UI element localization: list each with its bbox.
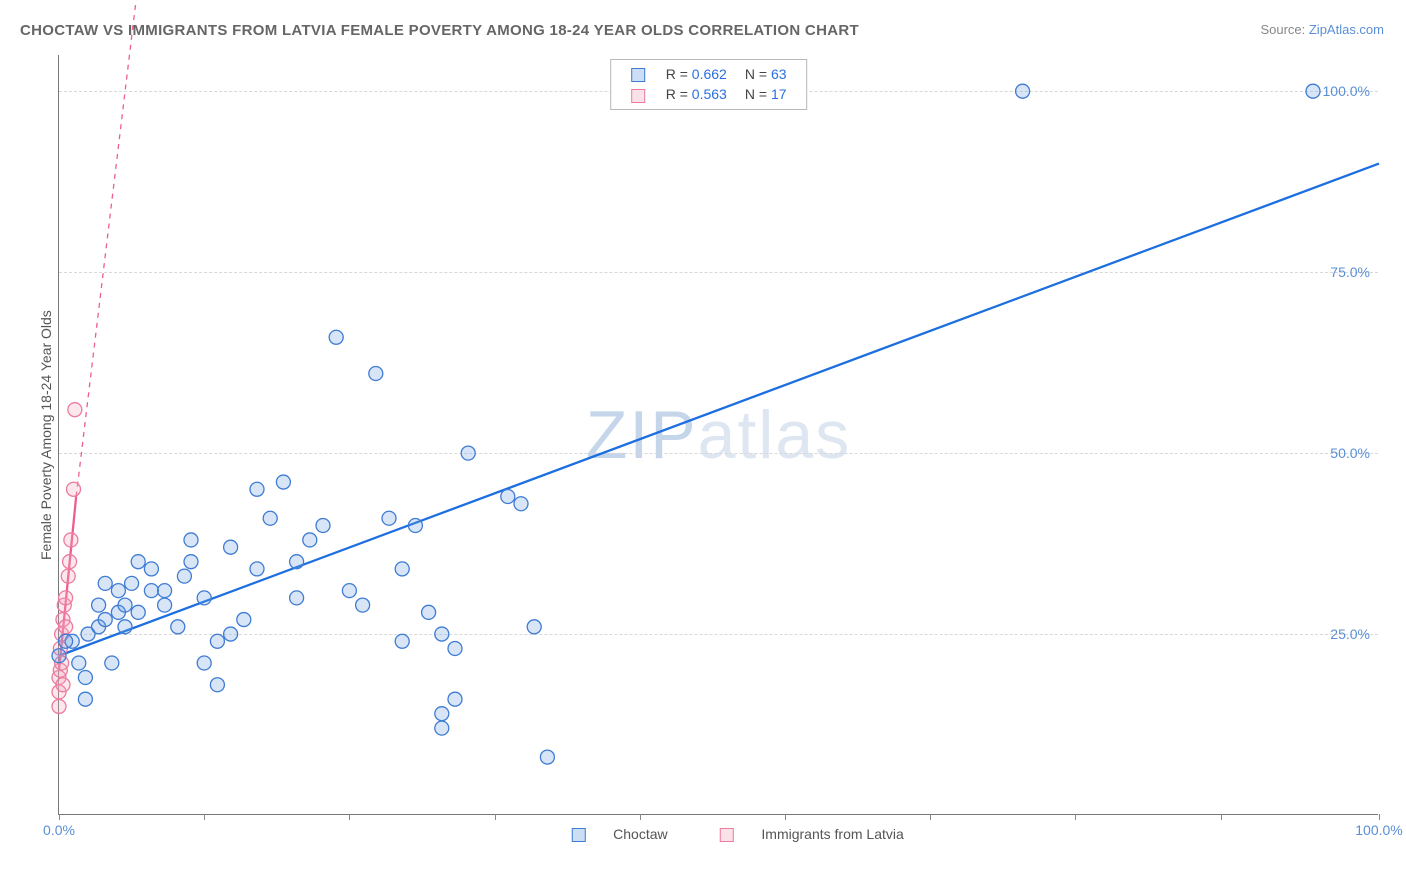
- x-tick: [495, 814, 496, 820]
- data-point: [527, 620, 541, 634]
- data-point: [92, 598, 106, 612]
- x-tick: [1379, 814, 1380, 820]
- data-point: [382, 511, 396, 525]
- legend-item-choctaw: Choctaw: [559, 826, 679, 842]
- data-point: [540, 750, 554, 764]
- x-tick-label: 0.0%: [43, 822, 75, 838]
- data-point: [448, 692, 462, 706]
- x-tick: [1221, 814, 1222, 820]
- data-point: [52, 699, 66, 713]
- data-point: [59, 634, 73, 648]
- x-tick: [785, 814, 786, 820]
- x-tick-label: 100.0%: [1355, 822, 1402, 838]
- x-tick: [349, 814, 350, 820]
- source-attribution: Source: ZipAtlas.com: [1260, 22, 1384, 37]
- data-point: [118, 598, 132, 612]
- data-point: [158, 584, 172, 598]
- data-point: [290, 591, 304, 605]
- data-point: [105, 656, 119, 670]
- data-point: [98, 613, 112, 627]
- data-point: [448, 642, 462, 656]
- data-point: [461, 446, 475, 460]
- data-point: [144, 562, 158, 576]
- data-point: [224, 540, 238, 554]
- data-point: [408, 518, 422, 532]
- data-point: [59, 620, 73, 634]
- x-tick: [640, 814, 641, 820]
- data-point: [118, 620, 132, 634]
- swatch-choctaw-2: [571, 828, 585, 842]
- data-point: [61, 569, 75, 583]
- data-point: [144, 584, 158, 598]
- data-point: [68, 403, 82, 417]
- data-point: [158, 598, 172, 612]
- data-point: [290, 555, 304, 569]
- y-axis-label: Female Poverty Among 18-24 Year Olds: [38, 310, 54, 560]
- data-point: [501, 490, 515, 504]
- data-point: [197, 591, 211, 605]
- data-point: [184, 533, 198, 547]
- data-point: [131, 555, 145, 569]
- series-legend: Choctaw Immigrants from Latvia: [547, 826, 928, 842]
- data-point: [395, 634, 409, 648]
- data-point: [52, 649, 66, 663]
- data-point: [1016, 84, 1030, 98]
- data-point: [59, 591, 73, 605]
- data-point: [369, 366, 383, 380]
- data-point: [56, 678, 70, 692]
- data-point: [435, 721, 449, 735]
- data-point: [303, 533, 317, 547]
- data-point: [395, 562, 409, 576]
- data-point: [250, 482, 264, 496]
- data-point: [514, 497, 528, 511]
- data-point: [422, 605, 436, 619]
- data-point: [131, 605, 145, 619]
- data-point: [329, 330, 343, 344]
- source-prefix: Source:: [1260, 22, 1308, 37]
- data-point: [177, 569, 191, 583]
- source-link[interactable]: ZipAtlas.com: [1309, 22, 1384, 37]
- x-tick: [59, 814, 60, 820]
- swatch-latvia-2: [720, 828, 734, 842]
- data-point: [250, 562, 264, 576]
- data-point: [435, 627, 449, 641]
- x-tick: [1075, 814, 1076, 820]
- data-point: [171, 620, 185, 634]
- chart-title: CHOCTAW VS IMMIGRANTS FROM LATVIA FEMALE…: [20, 22, 859, 39]
- scatter-svg: [59, 55, 1378, 814]
- x-tick: [204, 814, 205, 820]
- data-point: [111, 584, 125, 598]
- data-point: [125, 576, 139, 590]
- trend-line: [76, 0, 138, 497]
- data-point: [210, 678, 224, 692]
- data-point: [210, 634, 224, 648]
- data-point: [276, 475, 290, 489]
- data-point: [184, 555, 198, 569]
- trend-line: [59, 164, 1379, 656]
- data-point: [197, 656, 211, 670]
- data-point: [224, 627, 238, 641]
- x-tick: [930, 814, 931, 820]
- legend-item-latvia: Immigrants from Latvia: [708, 826, 916, 842]
- data-point: [78, 670, 92, 684]
- data-point: [263, 511, 277, 525]
- data-point: [435, 707, 449, 721]
- data-point: [237, 613, 251, 627]
- plot-area: ZIPatlas 25.0%50.0%75.0%100.0% 0.0%100.0…: [58, 55, 1378, 815]
- data-point: [78, 692, 92, 706]
- data-point: [98, 576, 112, 590]
- data-point: [316, 518, 330, 532]
- data-point: [1306, 84, 1320, 98]
- data-point: [342, 584, 356, 598]
- data-point: [64, 533, 78, 547]
- data-point: [63, 555, 77, 569]
- data-point: [67, 482, 81, 496]
- data-point: [72, 656, 86, 670]
- data-point: [356, 598, 370, 612]
